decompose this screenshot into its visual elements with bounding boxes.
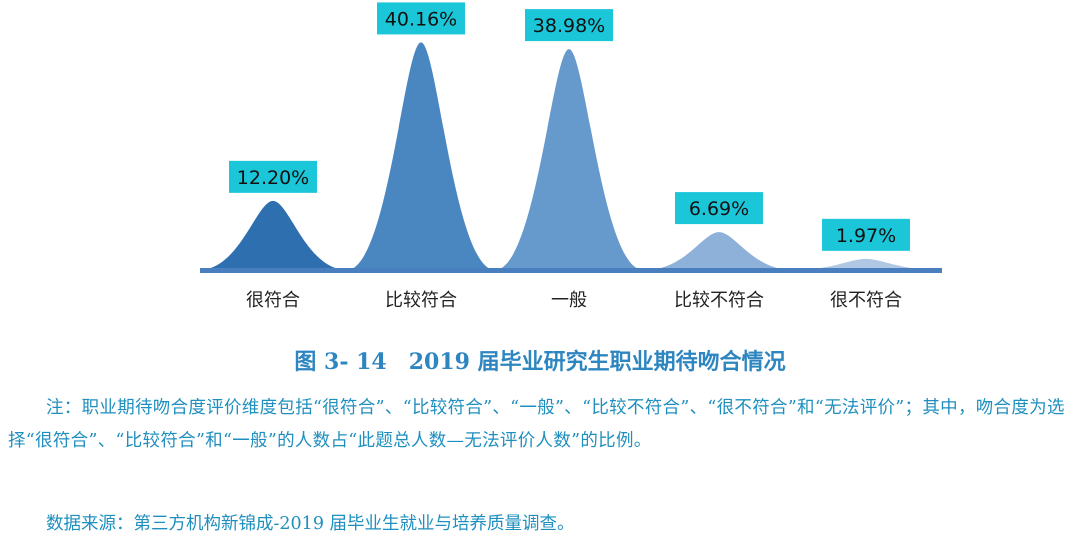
data-label-0: 12.20%: [237, 167, 309, 189]
data-label-4: 1.97%: [836, 225, 896, 247]
data-label-box-4: [822, 218, 910, 251]
peak-4: [792, 258, 940, 270]
category-label-4: 很不符合: [830, 290, 902, 311]
peak-0: [199, 200, 347, 270]
data-label-box-0: [229, 160, 317, 193]
x-axis-baseline: [200, 268, 942, 273]
data-source: 数据来源：第三方机构新锦成-2019 届毕业生就业与培养质量调查。: [46, 514, 575, 534]
data-label-box-1: [377, 2, 465, 35]
data-label-box-3: [675, 192, 763, 225]
data-label-2: 38.98%: [533, 15, 605, 37]
category-label-3: 比较不符合: [674, 290, 764, 311]
data-label-3: 6.69%: [689, 198, 749, 220]
peak-2: [495, 49, 643, 270]
figure-caption: 图 3- 14 2019 届毕业研究生职业期待吻合情况: [294, 349, 786, 375]
peak-1: [347, 42, 495, 270]
peak-chart: 12.20% 很符合 40.16% 比较符合 38.98% 一般 6.69% 比较不符合 1.9…: [199, 2, 942, 311]
data-label-1: 40.16%: [385, 8, 457, 30]
figure-note: 注：职业期待吻合度评价维度包括“很符合”、“比较符合”、“一般”、“比较不符合”…: [8, 398, 1065, 451]
category-label-2: 一般: [551, 290, 587, 311]
data-label-box-2: [525, 9, 613, 42]
peak-3: [645, 232, 793, 270]
category-label-1: 比较符合: [385, 290, 457, 311]
category-label-0: 很符合: [246, 290, 300, 311]
